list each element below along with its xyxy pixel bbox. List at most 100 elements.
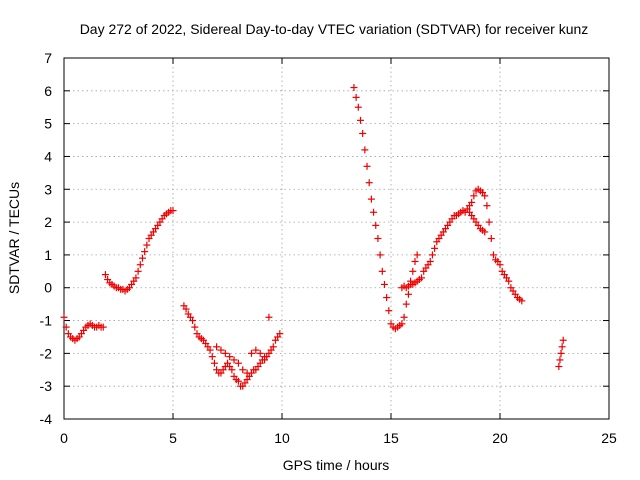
data-point xyxy=(400,313,408,321)
y-tick-label: -1 xyxy=(40,313,53,329)
y-tick-label: 4 xyxy=(44,148,52,164)
data-point xyxy=(356,116,364,124)
data-point xyxy=(378,267,386,275)
data-point xyxy=(352,93,360,101)
data-point xyxy=(252,346,260,354)
data-point xyxy=(428,251,436,259)
data-point xyxy=(221,349,229,357)
data-point xyxy=(359,129,367,137)
data-point xyxy=(418,274,426,282)
data-point xyxy=(485,218,493,226)
y-tick-label: 7 xyxy=(44,50,52,66)
data-point xyxy=(243,369,251,377)
data-point xyxy=(101,271,109,279)
x-tick-label: 25 xyxy=(601,430,617,446)
y-tick-label: 1 xyxy=(44,247,52,263)
data-points xyxy=(60,84,567,390)
data-point xyxy=(138,254,146,262)
data-point xyxy=(182,305,190,313)
data-point xyxy=(60,313,68,321)
data-point xyxy=(367,195,375,203)
plot-frame xyxy=(63,57,610,420)
data-point xyxy=(518,297,526,305)
data-point xyxy=(234,359,242,367)
data-point xyxy=(556,356,564,364)
data-point xyxy=(365,179,373,187)
chart-title: Day 272 of 2022, Sidereal Day-to-day VTE… xyxy=(80,21,589,37)
data-point xyxy=(134,267,142,275)
data-point xyxy=(505,277,513,285)
data-point xyxy=(361,146,369,154)
data-point xyxy=(470,192,478,200)
data-point xyxy=(208,353,216,361)
data-point xyxy=(256,349,264,357)
y-tick-label: -4 xyxy=(40,411,53,427)
data-point xyxy=(413,251,421,259)
data-point xyxy=(426,257,434,265)
y-tick-label: 2 xyxy=(44,214,52,230)
data-point xyxy=(234,377,242,385)
data-point xyxy=(402,300,410,308)
data-point xyxy=(409,267,417,275)
data-point xyxy=(487,235,495,242)
x-tick-label: 10 xyxy=(274,430,290,446)
data-point xyxy=(372,221,380,229)
data-point xyxy=(404,290,412,298)
data-point xyxy=(226,353,234,361)
data-point xyxy=(496,261,504,269)
data-point xyxy=(136,261,144,269)
data-point xyxy=(481,192,489,200)
y-tick-label: -2 xyxy=(40,345,53,361)
x-tick-label: 20 xyxy=(492,430,508,446)
y-axis-label: SDTVAR / TECUs xyxy=(6,182,22,294)
data-point xyxy=(557,349,565,357)
data-point xyxy=(169,207,177,215)
data-point xyxy=(265,313,273,321)
data-point xyxy=(239,366,247,374)
data-point xyxy=(558,343,566,351)
data-point xyxy=(143,241,151,249)
y-tick-label: 6 xyxy=(44,83,52,99)
data-point xyxy=(191,323,199,331)
data-point xyxy=(206,346,214,354)
data-point xyxy=(376,251,384,259)
data-point xyxy=(269,343,277,351)
data-point xyxy=(559,336,567,344)
data-point xyxy=(398,320,406,328)
data-point xyxy=(354,103,362,111)
data-point xyxy=(62,323,70,331)
data-point xyxy=(380,280,388,288)
data-point xyxy=(483,202,491,210)
data-point xyxy=(189,317,197,325)
data-point xyxy=(132,274,140,282)
data-point xyxy=(363,162,371,170)
x-tick-label: 15 xyxy=(383,430,399,446)
data-point xyxy=(217,346,225,354)
x-tick-label: 5 xyxy=(169,430,177,446)
x-tick-label: 0 xyxy=(60,430,68,446)
grid xyxy=(64,58,609,419)
data-point xyxy=(431,244,439,252)
y-tick-label: -3 xyxy=(40,378,53,394)
data-point xyxy=(141,248,149,256)
axis-ticks: 0 5 10 15 20 25 -4 -3 -2 -1 0 1 2 3 4 5 6 7 xyxy=(40,50,617,446)
data-point xyxy=(370,208,378,216)
y-tick-label: 5 xyxy=(44,116,52,132)
data-point xyxy=(555,362,563,370)
data-point xyxy=(374,235,382,242)
data-point xyxy=(468,198,476,206)
data-point xyxy=(228,366,236,374)
data-point xyxy=(411,257,419,265)
data-point xyxy=(383,294,391,302)
data-point xyxy=(481,228,489,236)
data-point xyxy=(99,323,107,331)
x-axis-label: GPS time / hours xyxy=(283,457,390,473)
y-tick-label: 0 xyxy=(44,280,52,296)
data-point xyxy=(210,359,218,367)
data-point xyxy=(276,330,284,338)
data-point xyxy=(385,307,393,315)
y-tick-label: 3 xyxy=(44,181,52,197)
data-point xyxy=(213,343,221,351)
data-point xyxy=(230,356,238,364)
